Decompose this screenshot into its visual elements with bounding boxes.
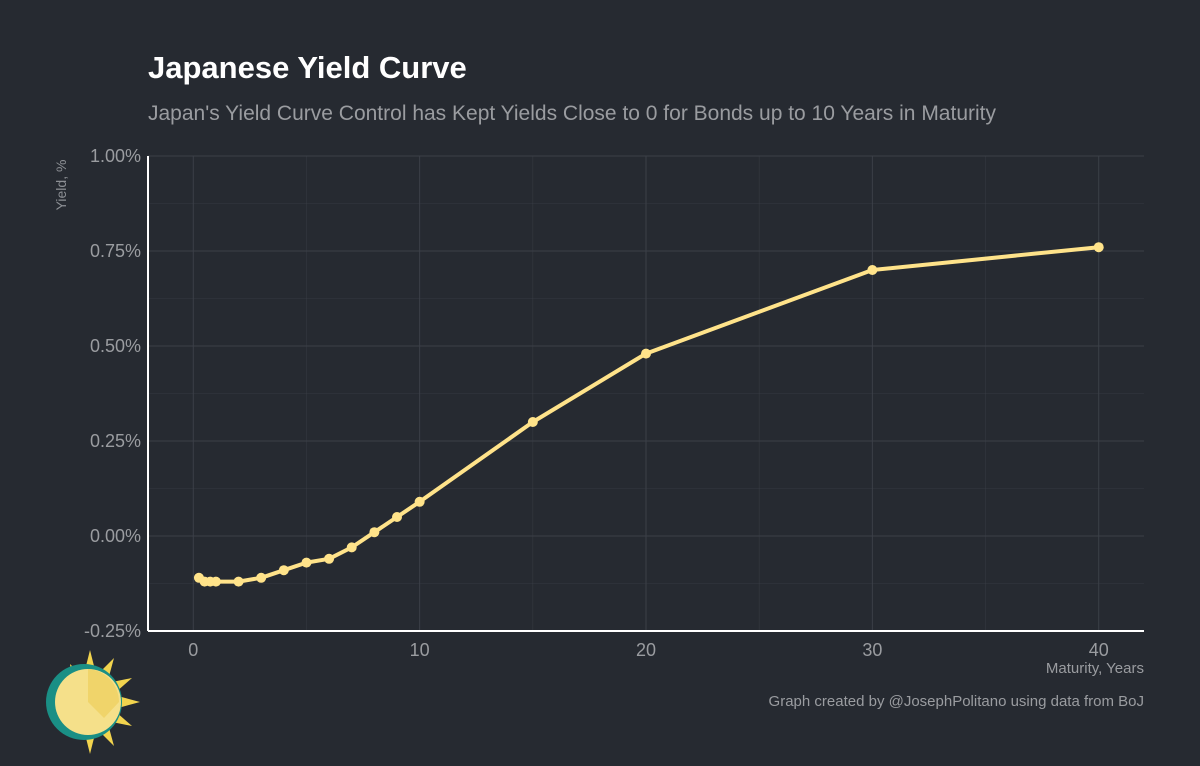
- data-point: [301, 557, 312, 568]
- data-point: [278, 565, 289, 576]
- chart-title: Japanese Yield Curve: [148, 50, 467, 85]
- y-tick-label: 1.00%: [90, 146, 141, 166]
- source-caption: Graph created by @JosephPolitano using d…: [768, 693, 1144, 710]
- data-point: [210, 576, 221, 587]
- data-point: [369, 527, 380, 538]
- grid-lines: [148, 155, 1144, 632]
- y-tick-label: 0.50%: [90, 336, 141, 356]
- y-tick-label: 0.75%: [90, 241, 141, 261]
- tick-labels: -0.25% 0.00% 0.25% 0.50% 0.75% 1.00% 0 10 20 30 40: [84, 146, 1109, 660]
- data-point: [256, 572, 267, 583]
- y-tick-label: 0.25%: [90, 431, 141, 451]
- y-axis-label: Yield, %: [53, 160, 69, 211]
- y-tick-label: 0.00%: [90, 526, 141, 546]
- axes: [147, 156, 1144, 632]
- series-line: [196, 245, 1101, 584]
- x-axis-label: Maturity, Years: [1046, 660, 1144, 677]
- data-point: [346, 542, 357, 553]
- data-point: [233, 576, 244, 587]
- x-tick-label: 10: [410, 640, 430, 660]
- y-tick-label: -0.25%: [84, 621, 141, 641]
- x-tick-label: 40: [1089, 640, 1109, 660]
- x-tick-label: 20: [636, 640, 656, 660]
- data-point: [1093, 242, 1104, 253]
- data-point: [414, 496, 425, 507]
- sun-logo-icon: [46, 650, 140, 754]
- series-yield-curve: [193, 242, 1104, 587]
- data-point: [641, 348, 651, 359]
- data-point: [324, 553, 335, 564]
- x-tick-label: 30: [862, 640, 882, 660]
- data-point: [527, 417, 538, 427]
- data-point: [867, 265, 878, 275]
- data-point: [392, 512, 402, 522]
- x-tick-label: 0: [188, 640, 198, 660]
- chart-subtitle: Japan's Yield Curve Control has Kept Yie…: [148, 102, 996, 125]
